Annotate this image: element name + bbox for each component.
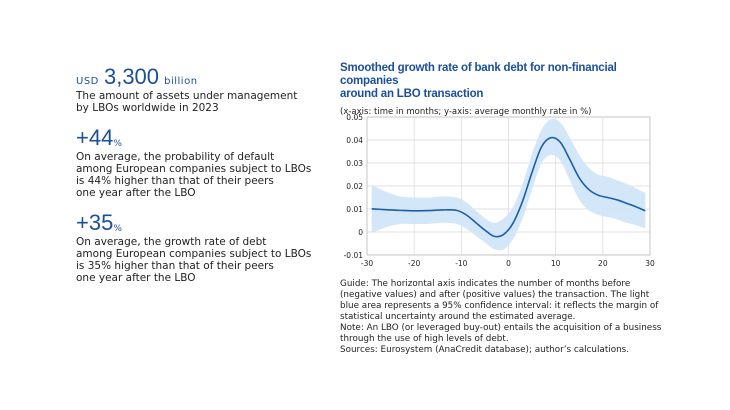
chart-subtitle: (x-axis: time in months; y-axis: average… bbox=[340, 107, 592, 117]
desc-line: is 44% higher than that of their peers bbox=[76, 175, 274, 187]
x-tick-label: 30 bbox=[645, 259, 655, 268]
x-tick-label: 0 bbox=[506, 259, 511, 268]
x-tick-label: -30 bbox=[361, 259, 373, 268]
x-tick-label: -20 bbox=[408, 259, 420, 268]
y-tick-label: -0.01 bbox=[344, 251, 364, 260]
desc-line: On average, the probability of default bbox=[76, 151, 275, 163]
desc-line: On average, the growth rate of debt bbox=[76, 236, 267, 248]
desc-line: by LBOs worldwide in 2023 bbox=[76, 102, 219, 114]
y-tick-label: 0.04 bbox=[346, 136, 363, 145]
note-sources: Sources: Eurosystem (AnaCredit database)… bbox=[340, 345, 630, 355]
desc-line: among European companies subject to LBOs bbox=[76, 163, 312, 175]
stat-assets-desc: The amount of assets under management by… bbox=[76, 90, 336, 114]
desc-line: one year after the LBO bbox=[76, 187, 196, 199]
stat-assets-suffix: billion bbox=[164, 76, 198, 87]
stat-assets-headline: USD 3,300 billion bbox=[76, 66, 336, 88]
stat-default: +44% On average, the probability of defa… bbox=[76, 127, 336, 200]
x-tick-label: -10 bbox=[455, 259, 467, 268]
key-figures-panel: USD 3,300 billion The amount of assets u… bbox=[76, 66, 336, 297]
y-tick-label: 0.01 bbox=[346, 205, 363, 214]
x-tick-label: 10 bbox=[551, 259, 561, 268]
stat-assets-value: 3,300 bbox=[103, 64, 160, 89]
stat-debt-desc: On average, the growth rate of debt amon… bbox=[76, 236, 336, 284]
confidence-band bbox=[371, 118, 646, 251]
stat-debt: +35% On average, the growth rate of debt… bbox=[76, 212, 336, 285]
y-tick-label: 0 bbox=[358, 228, 363, 237]
chart-title-line: around an LBO transaction bbox=[340, 88, 484, 100]
chart-title-line: Smoothed growth rate of bank debt for no… bbox=[340, 62, 617, 87]
desc-line: The amount of assets under management bbox=[76, 90, 298, 102]
desc-line: is 35% higher than that of their peers bbox=[76, 260, 274, 272]
chart-title: Smoothed growth rate of bank debt for no… bbox=[340, 62, 670, 101]
y-tick-label: 0.03 bbox=[346, 159, 363, 168]
y-tick-label: 0.02 bbox=[346, 182, 363, 191]
chart-panel: Smoothed growth rate of bank debt for no… bbox=[340, 62, 670, 268]
stat-assets-prefix: USD bbox=[76, 76, 99, 87]
stat-default-value: +44 bbox=[76, 125, 114, 150]
stat-debt-suffix: % bbox=[113, 224, 122, 234]
stat-default-desc: On average, the probability of default a… bbox=[76, 151, 336, 199]
chart-notes: Guide: The horizontal axis indicates the… bbox=[340, 279, 670, 356]
y-tick-label: 0.05 bbox=[346, 113, 363, 122]
stat-debt-value: +35 bbox=[76, 210, 114, 235]
stat-default-headline: +44% bbox=[76, 127, 336, 149]
stat-assets: USD 3,300 billion The amount of assets u… bbox=[76, 66, 336, 115]
note-definition: Note: An LBO (or leveraged buy-out) enta… bbox=[340, 323, 662, 344]
note-guide: Guide: The horizontal axis indicates the… bbox=[340, 279, 659, 322]
stat-default-suffix: % bbox=[113, 139, 122, 149]
x-tick-label: 20 bbox=[598, 259, 608, 268]
line-chart: 0.05 0.04 0.03 0.02 0.01 0 -0.01-30 -20 -10 0 10 20… bbox=[344, 113, 655, 268]
series-line-estimated-average bbox=[371, 136, 646, 238]
desc-line: among European companies subject to LBOs bbox=[76, 248, 312, 260]
plot-border bbox=[366, 116, 651, 256]
stat-debt-headline: +35% bbox=[76, 212, 336, 234]
desc-line: one year after the LBO bbox=[76, 272, 196, 284]
